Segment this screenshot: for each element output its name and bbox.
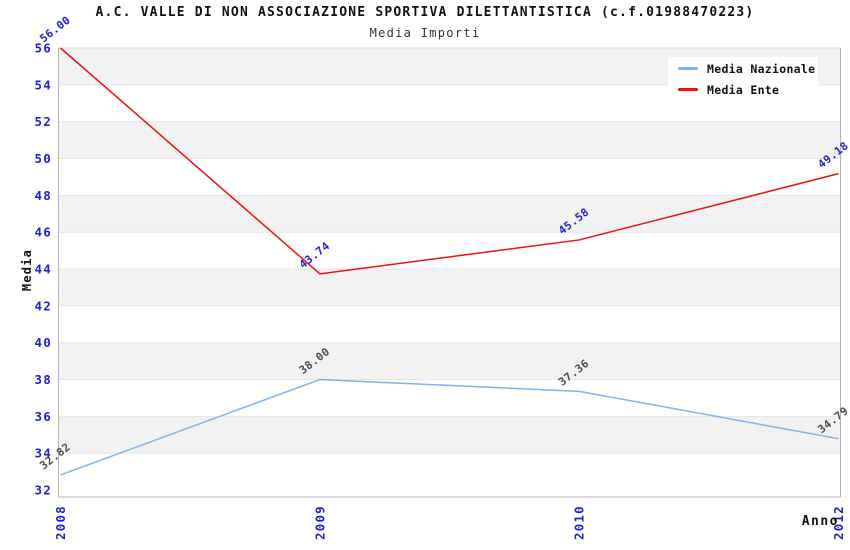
- y-axis-title: Media: [20, 248, 34, 292]
- plot-band: [58, 232, 841, 270]
- legend-label: Media Ente: [707, 82, 780, 97]
- y-tick-label: 46: [35, 225, 52, 240]
- line-swatch-icon: [678, 88, 698, 91]
- x-tick-label: 2009: [312, 505, 327, 540]
- y-tick-label: 40: [35, 335, 52, 350]
- plot-band: [58, 305, 841, 343]
- series-line-media-nazionale: [60, 378, 839, 476]
- x-tick-label: 2008: [53, 505, 68, 540]
- y-tick-label: 48: [35, 188, 52, 203]
- y-tick-label: 52: [35, 114, 52, 129]
- y-tick-label: 32: [35, 483, 52, 498]
- y-tick-label: 38: [35, 372, 52, 387]
- x-axis-title: Anno: [801, 514, 839, 529]
- y-tick-label: 44: [35, 262, 52, 277]
- plot-band: [58, 158, 841, 196]
- legend-item-media-ente: Media Ente: [678, 83, 818, 97]
- legend-item-media-nazionale: Media Nazionale: [678, 62, 818, 76]
- chart-title: A.C. VALLE DI NON ASSOCIAZIONE SPORTIVA …: [95, 5, 755, 20]
- y-tick-label: 56: [35, 41, 52, 56]
- x-tick-label: 2012: [831, 505, 846, 540]
- point-value-label: 56.00: [37, 13, 73, 45]
- plot-band: [58, 342, 841, 380]
- legend-label: Media Nazionale: [707, 61, 816, 76]
- chart-legend: Media Nazionale Media Ente: [668, 57, 818, 101]
- x-tick-label: 2010: [572, 505, 587, 540]
- plot-band: [58, 121, 841, 159]
- y-tick-label: 54: [35, 77, 52, 92]
- y-tick-label: 42: [35, 298, 52, 313]
- plot-band: [58, 195, 841, 233]
- y-tick-label: 50: [35, 151, 52, 166]
- plot-band: [58, 416, 841, 454]
- chart-subtitle: Media Importi: [369, 26, 481, 40]
- y-tick-label: 34: [35, 446, 52, 461]
- y-tick-label: 36: [35, 409, 52, 424]
- plot-band: [58, 269, 841, 306]
- plot-band: [58, 453, 841, 491]
- line-swatch-icon: [678, 67, 698, 70]
- series-line-media-ente: [60, 47, 839, 275]
